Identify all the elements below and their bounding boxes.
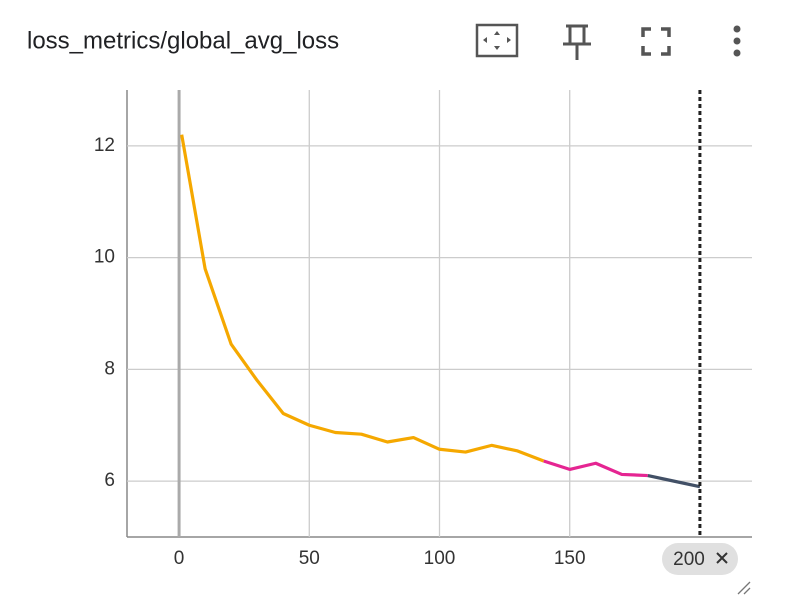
more-button[interactable] [733,25,741,57]
chip-close[interactable] [716,552,728,564]
step-marker-label: 200 [673,549,705,570]
series-line [543,459,648,478]
x-tick-label: 0 [174,548,185,569]
y-tick-label: 8 [104,358,115,379]
y-tick-label: 6 [104,470,115,491]
x-tick-label: 150 [554,548,586,569]
chart-title: loss_metrics/global_avg_loss [27,27,339,54]
resize-handle[interactable] [737,581,751,595]
x-tick-label: 50 [299,548,320,569]
fit-domain-button[interactable] [475,23,519,58]
series-line [647,473,701,489]
y-tick-label: 12 [94,135,115,156]
x-tick-label: 100 [424,548,456,569]
step-chip[interactable] [662,543,738,575]
pin-button[interactable] [563,24,591,60]
series-line [180,134,545,463]
y-tick-label: 10 [94,247,115,268]
fullscreen-button[interactable] [641,27,671,56]
